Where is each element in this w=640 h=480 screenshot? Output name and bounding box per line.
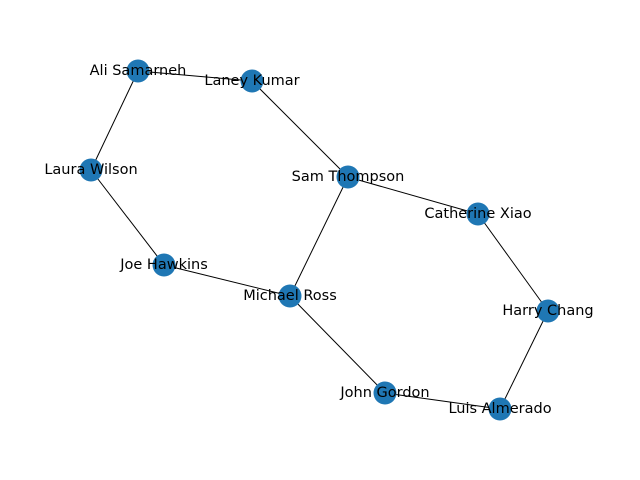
node-label-sam: Sam Thompson [292,169,405,185]
node-label-laney: Laney Kumar [204,73,299,89]
node-luis [488,397,512,421]
edge-laney-sam [251,80,349,178]
edge-laura-joe [90,169,165,266]
node-joe [152,253,176,277]
node-label-ali: Ali Samarneh [90,63,187,79]
edges-layer [90,70,549,410]
edge-catherine-harry [477,213,549,312]
edge-ali-laney [137,70,253,82]
edge-harry-luis [499,310,549,410]
node-laura [79,158,103,182]
node-label-joe: Joe Hawkins [119,257,208,273]
labels-layer: Ali Samarneh Laney Kumar Laura Wilson Sam T… [44,63,593,417]
edge-ali-laura [90,70,139,171]
node-label-catherine: Catherine Xiao [424,206,531,222]
node-label-luis: Luis Almerado [448,401,551,417]
node-label-laura: Laura Wilson [44,162,137,178]
node-label-michael: Michael Ross [243,288,337,304]
nodes-layer [79,59,560,421]
node-label-harry: Harry Chang [502,303,593,319]
node-label-john: John Gordon [339,385,429,401]
node-john [373,381,397,405]
edge-joe-michael [163,264,291,297]
edge-sam-catherine [347,176,479,215]
node-catherine [466,202,490,226]
edge-john-luis [384,392,501,410]
node-michael [278,284,302,308]
node-sam [336,165,360,189]
node-laney [240,69,264,93]
node-harry [536,299,560,323]
node-ali [126,59,150,83]
edge-sam-michael [289,176,349,297]
edge-michael-john [289,295,386,394]
